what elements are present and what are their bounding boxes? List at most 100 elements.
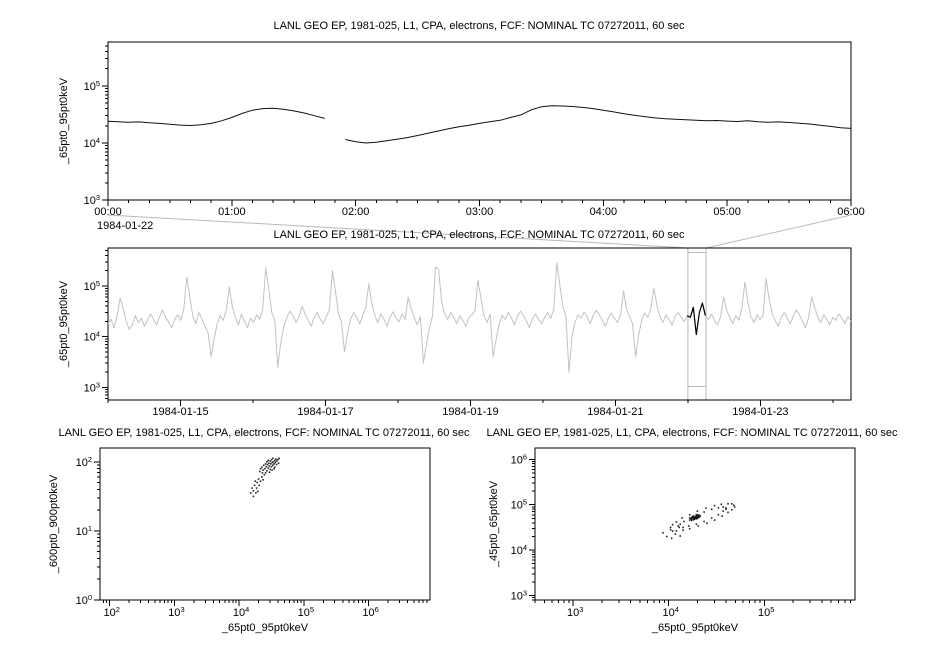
scatter-point	[678, 526, 680, 529]
scatter-point	[261, 476, 263, 478]
time-tick-label: 02:00	[342, 206, 370, 218]
scatter-point	[732, 504, 735, 506]
scatter-point	[693, 517, 696, 520]
scatter-point	[263, 474, 266, 476]
scatter-point	[713, 504, 716, 507]
scatter-point	[692, 515, 695, 517]
date-tick-label: 1984-01-15	[152, 406, 208, 418]
scatter-point	[275, 463, 278, 466]
scatter-point	[696, 513, 699, 516]
scatter-point	[698, 516, 701, 518]
log-tick-label: 102	[76, 455, 92, 469]
scatter-point	[733, 506, 736, 508]
scatter-point	[261, 472, 264, 474]
scatter-point	[270, 458, 273, 461]
scatter-point	[722, 510, 724, 512]
scatter-point	[697, 514, 700, 517]
scatter-point	[727, 511, 729, 514]
scatter-point	[699, 515, 702, 517]
scatter-point	[717, 513, 720, 516]
date-tick-label: 1984-01-21	[587, 406, 643, 418]
scatter-point	[259, 467, 262, 470]
scatter-point	[273, 459, 276, 462]
scatter-points	[250, 457, 280, 498]
highlighted-interval-series	[686, 302, 706, 336]
scatter-point	[275, 460, 278, 462]
log-tick-label: 101	[76, 524, 92, 538]
scatter-point	[264, 472, 267, 474]
scatter-point	[703, 520, 705, 523]
scatter-point	[268, 462, 270, 464]
scatter-point	[694, 515, 697, 518]
scatter-point	[682, 526, 684, 529]
x-axis-label: _65pt0_95pt0keV	[221, 622, 309, 634]
scatter-point	[268, 471, 271, 473]
scatter-point	[270, 465, 273, 468]
scatter-point	[696, 515, 699, 518]
time-tick-label: 00:00	[94, 206, 122, 218]
y-axis-label: _600pt0_900pt0keV	[48, 474, 60, 574]
scatter-point	[266, 470, 268, 472]
log-tick-label: 106	[362, 605, 378, 619]
scatter-point	[272, 464, 274, 467]
scatter-point	[273, 463, 275, 465]
log-tick-label: 100	[76, 593, 92, 607]
scatter-point	[731, 503, 733, 505]
scatter-point	[256, 481, 258, 484]
scatter-point	[277, 462, 280, 464]
scatter-point	[722, 506, 724, 508]
scatter-point	[254, 480, 257, 482]
scatter-point	[255, 492, 257, 494]
scatter-point	[267, 459, 269, 462]
scatter-point	[666, 535, 668, 538]
scatter-600-900-panel-plot-area[interactable]	[99, 447, 431, 601]
scatter-point	[710, 508, 713, 511]
scatter-point	[688, 528, 691, 530]
scatter-point	[255, 487, 258, 489]
scatter-point	[693, 518, 696, 520]
scatter-point	[690, 518, 693, 520]
scatter-point	[688, 513, 691, 516]
scatter-point	[720, 503, 723, 506]
scatter-point	[725, 507, 727, 509]
scatter-point	[259, 480, 262, 482]
scatter-point	[262, 469, 264, 471]
time-tick-label: 04:00	[590, 206, 618, 218]
log-tick-label: 104	[84, 330, 100, 344]
zoom-timeseries-panel: LANL GEO EP, 1981-025, L1, CPA, electron…	[58, 20, 865, 232]
date-tick-label: 1984-01-23	[732, 406, 788, 418]
time-tick-label: 06:00	[837, 206, 865, 218]
scatter-point	[688, 525, 690, 527]
scatter-point	[705, 507, 707, 510]
scatter-point	[683, 520, 685, 523]
context-plot-area[interactable]	[107, 247, 852, 401]
scatter-point	[252, 490, 255, 492]
zoom-selection-box[interactable]	[687, 248, 707, 400]
scatter-point	[695, 515, 698, 517]
scatter-point	[264, 467, 266, 470]
scatter-point	[696, 510, 699, 512]
scatter-point	[695, 518, 698, 520]
scatter-point	[675, 530, 678, 532]
flux-line-series	[107, 105, 852, 144]
y-axis-label: _65pt0_95pt0keV	[58, 77, 70, 165]
plot-title: LANL GEO EP, 1981-025, L1, CPA, electron…	[486, 427, 898, 439]
scatter-point	[670, 537, 673, 540]
connector-left-line	[107, 214, 688, 249]
scatter-45-65-panel-plot-area[interactable]	[534, 447, 856, 601]
scatter-point	[674, 533, 677, 535]
scatter-point	[253, 484, 256, 487]
plot-title: LANL GEO EP, 1981-025, L1, CPA, electron…	[273, 20, 685, 32]
scatter-point	[671, 523, 674, 526]
scatter-point	[681, 517, 683, 519]
context-overview-panel: LANL GEO EP, 1981-025, L1, CPA, electron…	[58, 214, 852, 418]
scatter-point	[271, 469, 273, 471]
scatter-45-65-panel: LANL GEO EP, 1981-025, L1, CPA, electron…	[486, 427, 898, 634]
scatter-point	[275, 458, 277, 460]
axis-date-label: 1984-01-22	[97, 220, 153, 232]
scatter-point	[669, 528, 672, 531]
log-tick-label: 105	[84, 79, 100, 93]
log-tick-label: 103	[84, 193, 100, 207]
scatter-point	[696, 517, 699, 520]
